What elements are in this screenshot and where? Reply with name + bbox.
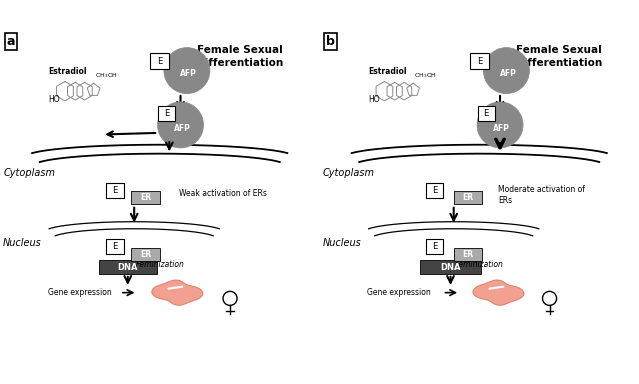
Text: Estradiol: Estradiol	[49, 67, 87, 76]
Bar	[99, 260, 157, 274]
Text: Cytoplasm: Cytoplasm	[3, 168, 55, 178]
Text: E: E	[112, 242, 118, 251]
Text: Estradiol: Estradiol	[368, 67, 406, 76]
Text: Feminization: Feminization	[135, 260, 184, 269]
Text: a: a	[7, 35, 15, 48]
Text: AFP: AFP	[180, 69, 197, 78]
FancyBboxPatch shape	[470, 53, 489, 69]
Text: E: E	[164, 109, 169, 118]
FancyBboxPatch shape	[158, 106, 175, 121]
Text: Nucleus: Nucleus	[323, 238, 362, 248]
Text: ER: ER	[463, 250, 473, 259]
Text: Female Sexual
Differentiation: Female Sexual Differentiation	[196, 45, 283, 68]
Text: HO: HO	[49, 94, 60, 104]
Text: E: E	[157, 56, 162, 66]
Text: CH$_3$OH: CH$_3$OH	[414, 71, 437, 80]
Text: CH$_3$OH: CH$_3$OH	[95, 71, 118, 80]
FancyBboxPatch shape	[477, 106, 495, 121]
Bar	[131, 191, 160, 204]
Text: E: E	[477, 56, 482, 66]
Text: ER: ER	[140, 250, 151, 259]
FancyBboxPatch shape	[426, 239, 443, 254]
Text: ER: ER	[463, 193, 473, 202]
Polygon shape	[473, 280, 524, 305]
Text: Gene expression: Gene expression	[48, 288, 112, 297]
FancyBboxPatch shape	[150, 53, 169, 69]
Text: Cytoplasm: Cytoplasm	[323, 168, 374, 178]
Text: Nucleus: Nucleus	[3, 238, 42, 248]
Bar	[454, 191, 482, 204]
Bar	[420, 260, 481, 274]
Polygon shape	[152, 280, 203, 305]
Text: HO: HO	[368, 94, 380, 104]
Text: E: E	[112, 186, 118, 195]
Text: ER: ER	[140, 193, 151, 202]
Text: Gene expression: Gene expression	[367, 288, 431, 297]
Text: Feminization: Feminization	[455, 260, 504, 269]
Wedge shape	[477, 102, 523, 148]
FancyBboxPatch shape	[426, 183, 443, 198]
Text: AFP: AFP	[500, 69, 516, 78]
Wedge shape	[164, 48, 210, 94]
Text: DNA: DNA	[118, 263, 138, 271]
Text: Weak activation of ERs: Weak activation of ERs	[179, 189, 267, 198]
Text: AFP: AFP	[493, 124, 510, 133]
Bar	[454, 248, 482, 261]
Text: Female Sexual
Differentiation: Female Sexual Differentiation	[516, 45, 603, 68]
Text: DNA: DNA	[440, 263, 461, 271]
Text: b: b	[327, 35, 335, 48]
FancyBboxPatch shape	[107, 239, 124, 254]
FancyBboxPatch shape	[107, 183, 124, 198]
Text: Moderate activation of
ERs: Moderate activation of ERs	[498, 185, 585, 205]
Text: E: E	[432, 242, 437, 251]
Text: E: E	[484, 109, 489, 118]
Wedge shape	[158, 102, 204, 148]
Wedge shape	[483, 48, 529, 94]
Text: E: E	[432, 186, 437, 195]
Bar	[131, 248, 160, 261]
Text: AFP: AFP	[174, 124, 190, 133]
